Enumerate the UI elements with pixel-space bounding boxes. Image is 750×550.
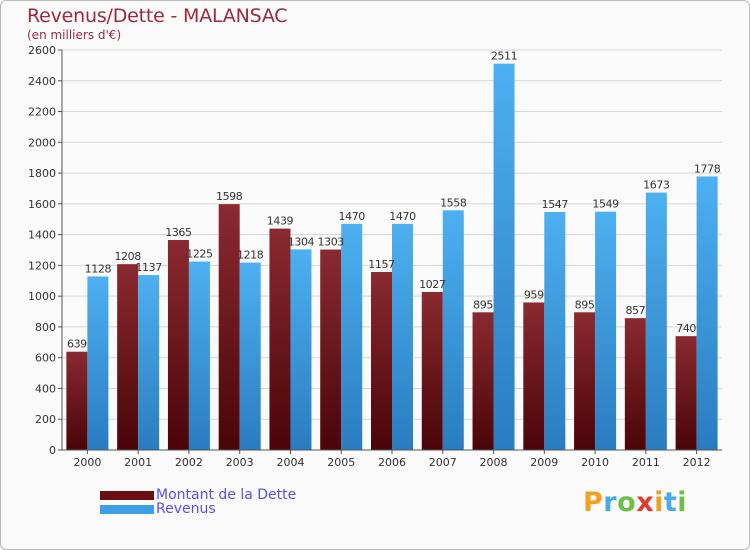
data-label-revenus: 1128 [85, 262, 112, 275]
logo-letter: o [617, 487, 637, 518]
bar-dette [117, 264, 139, 450]
y-tick-label: 400 [35, 382, 56, 395]
bar-revenus [696, 176, 718, 450]
chart-title: Revenus/Dette - MALANSAC [27, 5, 288, 27]
data-label-dette: 740 [676, 322, 696, 335]
y-tick-label: 1400 [28, 229, 56, 242]
data-label-revenus: 1558 [440, 196, 467, 209]
data-label-revenus: 1225 [186, 248, 213, 261]
bar-revenus [341, 223, 363, 450]
bar-dette [675, 336, 697, 450]
x-tick-label: 2001 [124, 456, 152, 469]
data-label-revenus: 1304 [288, 235, 315, 248]
legend-swatch-revenus [100, 504, 154, 514]
x-tick-label: 2008 [480, 456, 508, 469]
logo-letter: x [636, 487, 655, 518]
legend-item-revenus: Revenus [100, 501, 216, 517]
x-tick-label: 2012 [683, 456, 711, 469]
bar-revenus [87, 276, 109, 450]
data-label-dette: 639 [67, 338, 87, 351]
y-tick-label: 200 [35, 413, 56, 426]
data-label-dette: 959 [524, 288, 544, 301]
y-tick-label: 1600 [28, 198, 56, 211]
bar-revenus [239, 262, 261, 450]
y-tick-label: 2400 [28, 75, 56, 88]
x-tick-label: 2004 [276, 456, 304, 469]
x-tick-label: 2010 [581, 456, 609, 469]
data-label-revenus: 1673 [643, 179, 670, 192]
logo-letter: i [654, 487, 664, 518]
bar-dette [320, 249, 342, 450]
bar-dette [269, 228, 291, 450]
data-label-revenus: 1137 [135, 261, 162, 274]
bar-revenus [188, 261, 210, 450]
logo-letter: P [583, 487, 604, 518]
data-label-revenus: 2511 [491, 50, 517, 63]
proxiti-logo: Proxiti [583, 487, 687, 518]
data-label-dette: 857 [625, 304, 645, 317]
x-tick-label: 2009 [530, 456, 558, 469]
legend-label-dette: Montant de la Dette [156, 487, 297, 503]
x-tick-label: 2000 [73, 456, 101, 469]
x-tick-label: 2003 [226, 456, 254, 469]
data-label-revenus: 1778 [694, 162, 721, 175]
bar-revenus [290, 249, 312, 450]
data-label-dette: 1303 [318, 236, 345, 249]
bar-dette [167, 240, 189, 450]
x-tick-label: 2007 [429, 456, 457, 469]
bar-revenus [442, 210, 464, 450]
y-tick-label: 600 [35, 352, 56, 365]
data-label-dette: 895 [575, 298, 595, 311]
data-label-revenus: 1470 [339, 210, 366, 223]
bar-revenus [595, 211, 617, 450]
logo-letter: t [663, 487, 678, 518]
bar-dette [472, 312, 494, 450]
data-label-dette: 1208 [114, 250, 141, 263]
data-label-dette: 1157 [368, 258, 395, 271]
x-tick-label: 2011 [632, 456, 660, 469]
bar-dette [624, 318, 646, 450]
y-tick-label: 2000 [28, 136, 56, 149]
y-tick-label: 2600 [28, 44, 56, 57]
legend-swatch-dette [100, 490, 154, 500]
y-tick-label: 1200 [28, 259, 56, 272]
data-label-dette: 1365 [165, 226, 192, 239]
legend-label-revenus: Revenus [156, 501, 216, 517]
bar-dette [523, 302, 545, 450]
bar-revenus [138, 275, 160, 450]
bar-dette [218, 204, 240, 450]
x-tick-label: 2006 [378, 456, 406, 469]
bar-revenus [493, 63, 515, 450]
data-label-dette: 895 [473, 298, 493, 311]
bar-dette [371, 272, 392, 450]
y-tick-label: 2200 [28, 106, 56, 119]
y-tick-label: 800 [35, 321, 56, 334]
data-label-revenus: 1470 [389, 210, 416, 223]
data-label-dette: 1598 [216, 190, 243, 203]
bar-revenus [645, 192, 667, 450]
data-label-revenus: 1218 [237, 249, 264, 262]
logo-letter: r [603, 487, 618, 518]
bar-revenus [544, 212, 566, 450]
logo-letter: i [677, 487, 688, 518]
chart-subtitle: (en milliers d'€) [27, 28, 122, 42]
data-label-dette: 1027 [419, 278, 446, 291]
y-tick-label: 1800 [28, 167, 56, 180]
bar-dette [421, 292, 443, 450]
data-label-dette: 1439 [267, 215, 294, 228]
bar-revenus [392, 223, 413, 450]
x-tick-label: 2002 [175, 456, 203, 469]
data-label-revenus: 1549 [592, 198, 619, 211]
y-tick-label: 1000 [28, 290, 56, 303]
bar-dette [66, 351, 88, 450]
y-tick-label: 0 [49, 444, 56, 457]
bar-dette [574, 312, 596, 450]
data-label-revenus: 1547 [542, 198, 569, 211]
x-tick-label: 2005 [327, 456, 355, 469]
legend-item-dette: Montant de la Dette [100, 487, 296, 503]
